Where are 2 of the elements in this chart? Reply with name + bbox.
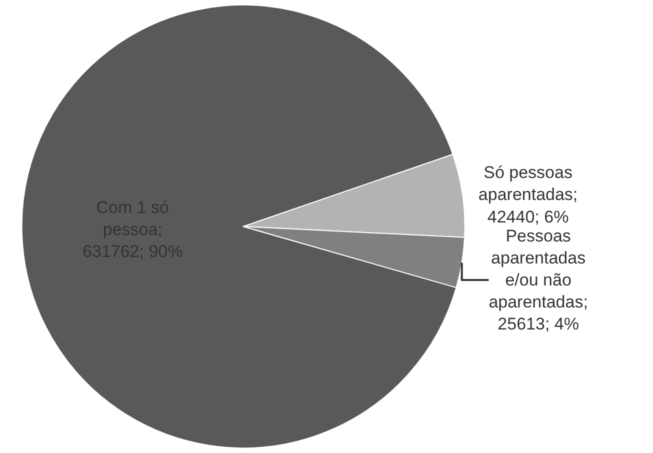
slice-label: Pessoas aparentadas e/ou não aparentadas; 25613; 4%	[488, 226, 588, 334]
slice-label: Só pessoas aparentadas; 42440; 6%	[478, 163, 578, 226]
